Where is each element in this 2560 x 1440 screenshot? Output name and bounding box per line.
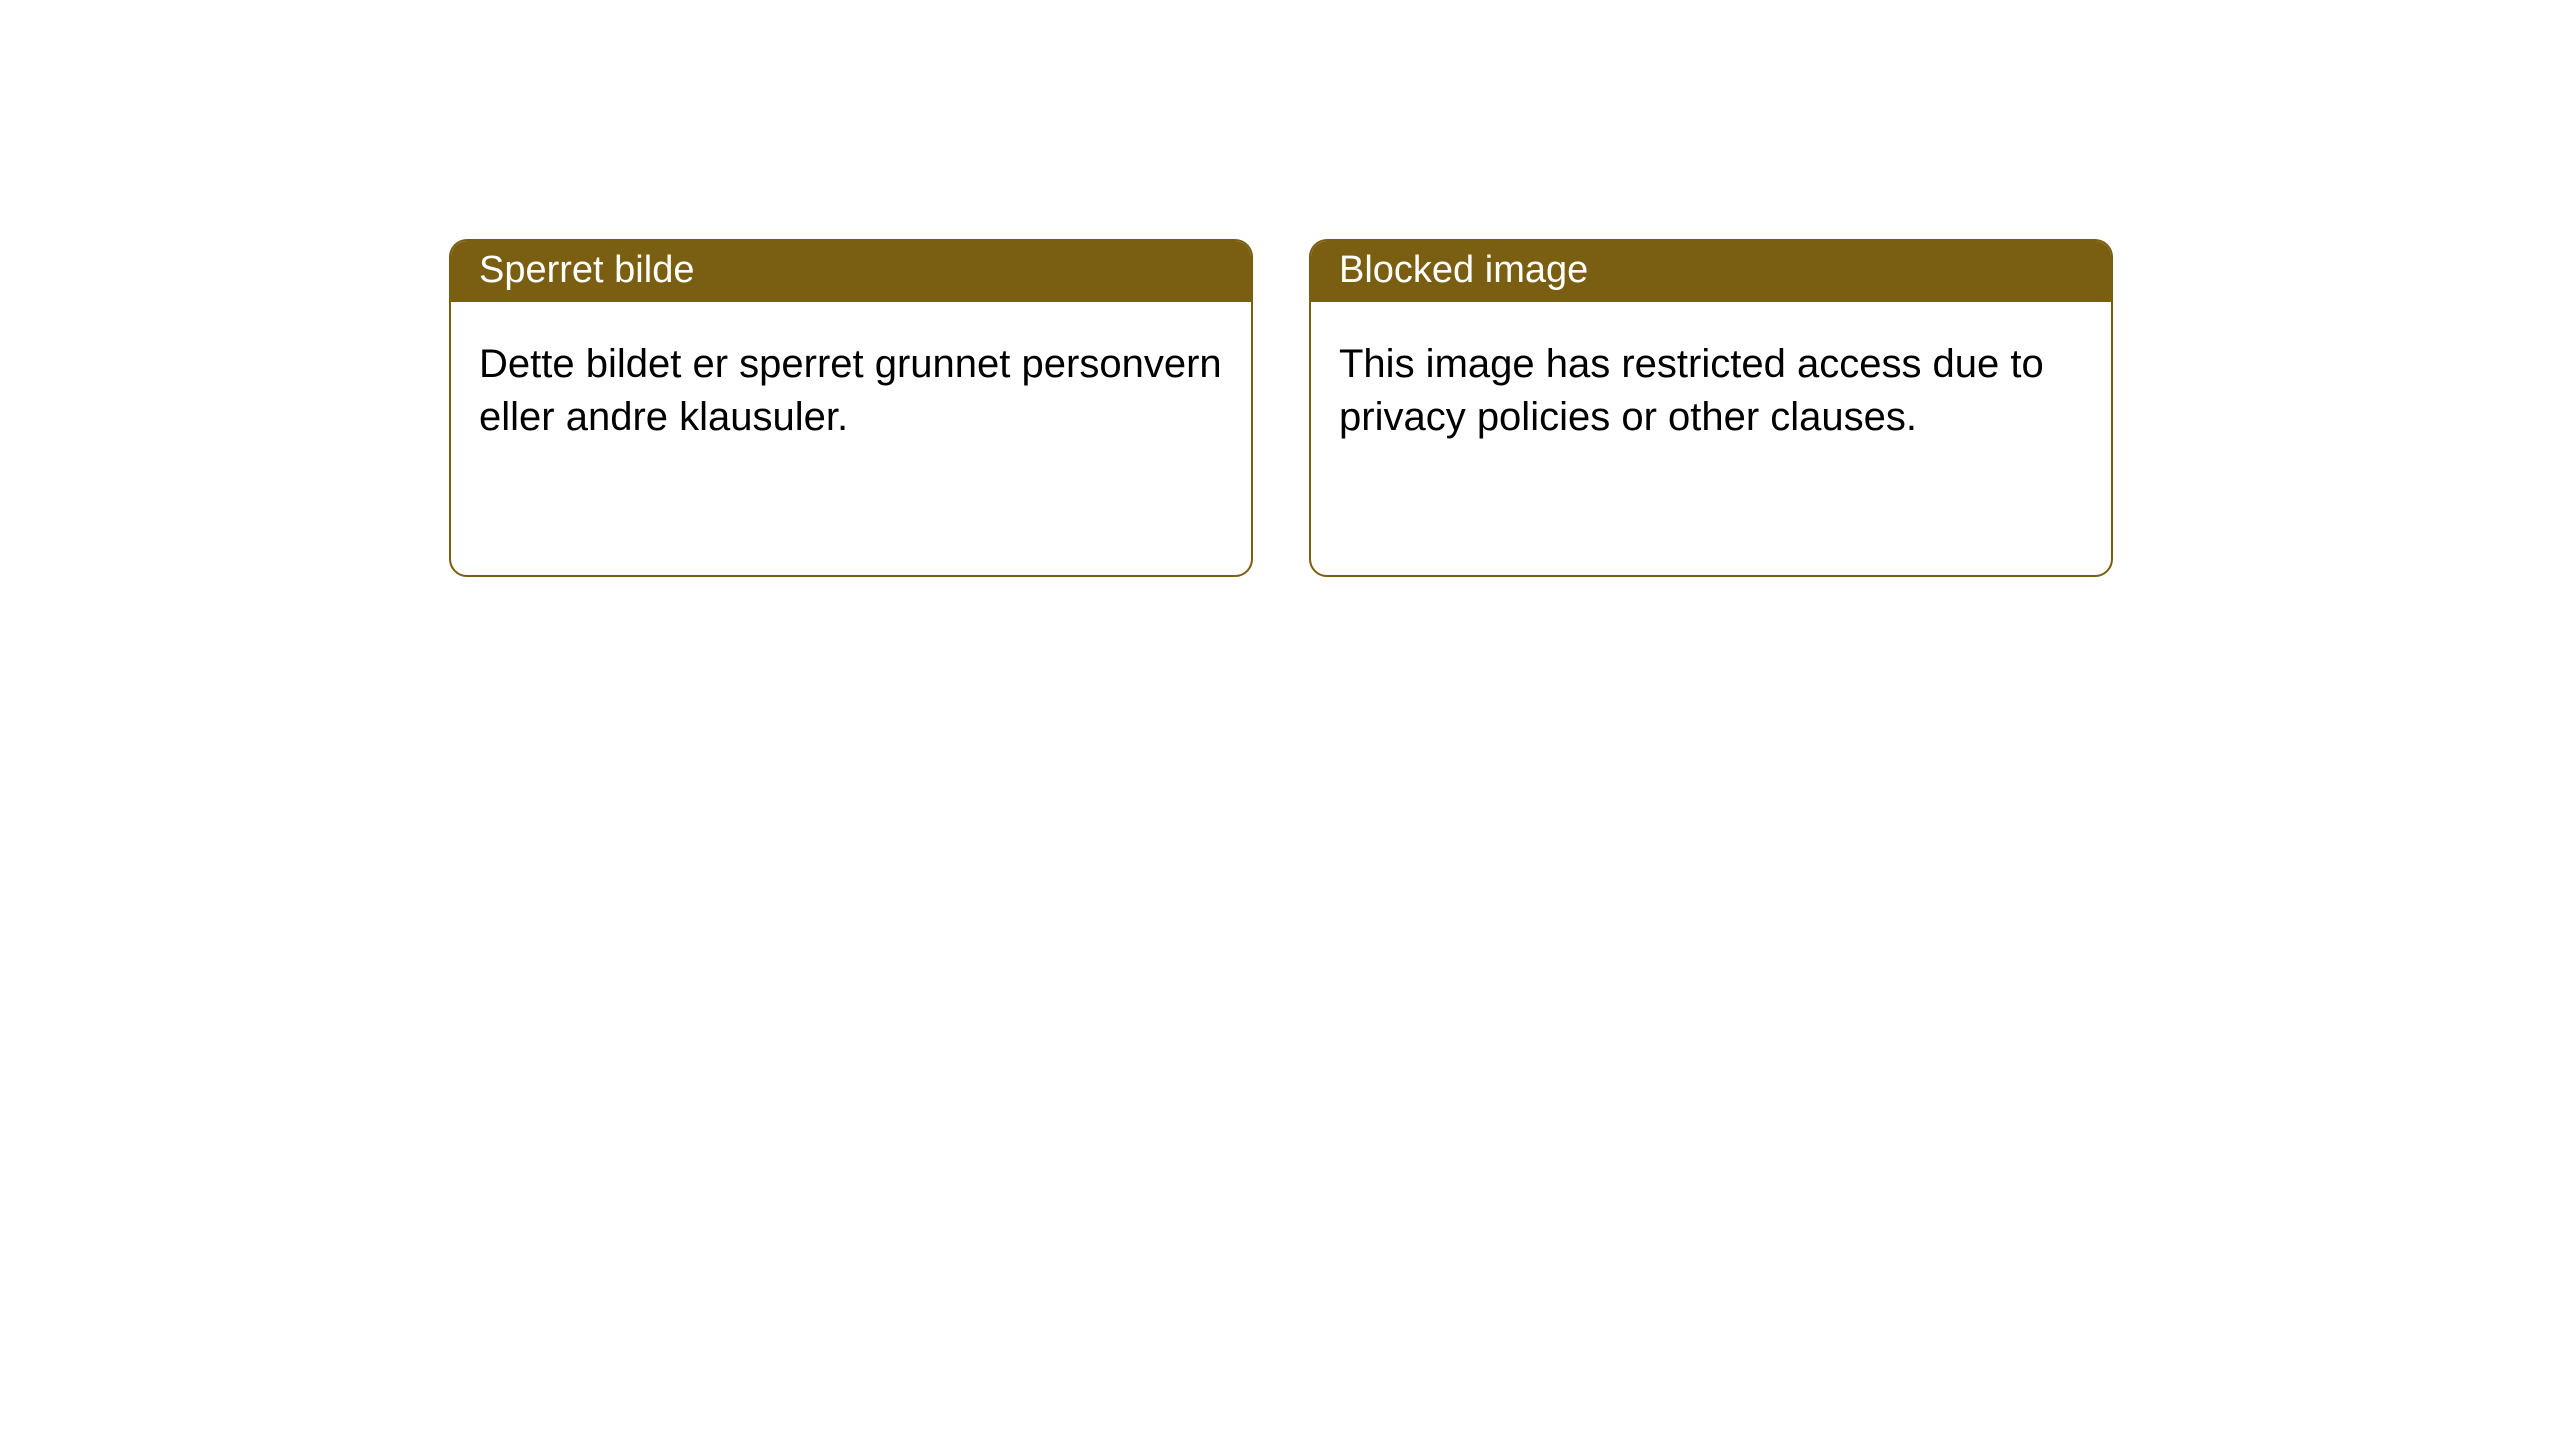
card-title: Sperret bilde <box>451 241 1251 302</box>
card-title: Blocked image <box>1311 241 2111 302</box>
blocked-image-card-en: Blocked image This image has restricted … <box>1309 239 2113 577</box>
card-body: This image has restricted access due to … <box>1311 302 2111 472</box>
notice-container: Sperret bilde Dette bildet er sperret gr… <box>0 0 2560 577</box>
blocked-image-card-no: Sperret bilde Dette bildet er sperret gr… <box>449 239 1253 577</box>
card-body: Dette bildet er sperret grunnet personve… <box>451 302 1251 472</box>
